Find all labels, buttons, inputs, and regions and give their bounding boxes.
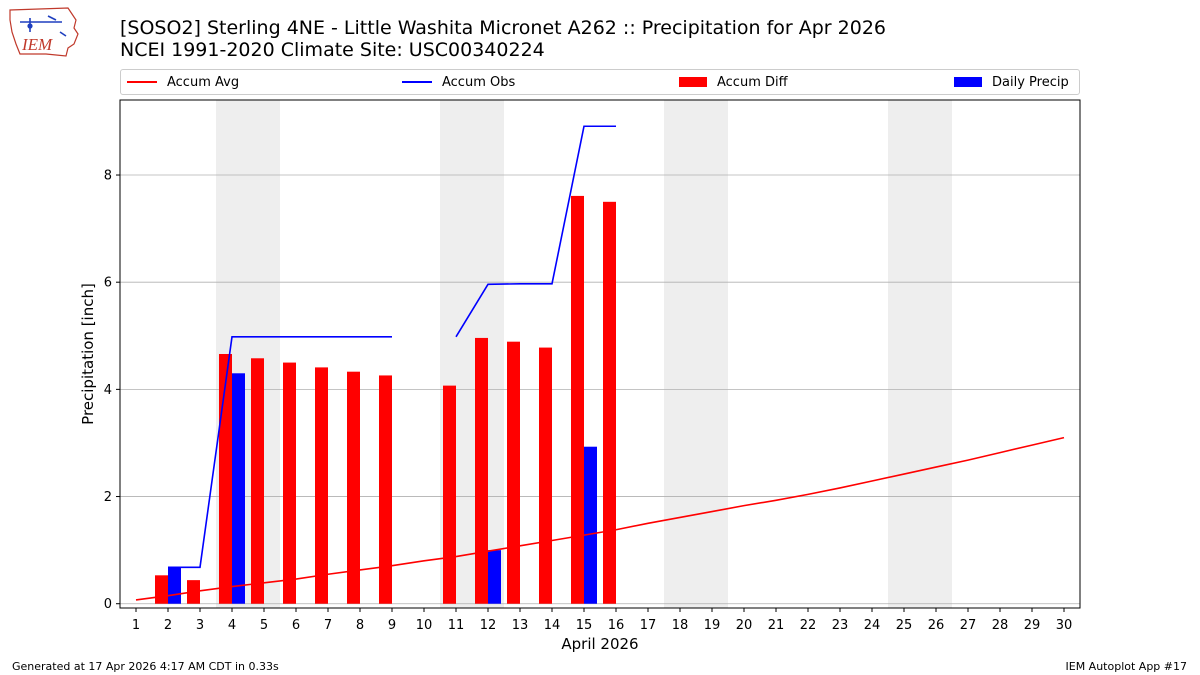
accum-diff-bar-day-2 xyxy=(155,575,168,604)
legend-swatch-accum-avg xyxy=(127,81,157,83)
x-tick-label-14: 14 xyxy=(544,618,561,633)
y-axis-label: Precipitation [inch] xyxy=(79,283,97,425)
y-tick-label-2: 2 xyxy=(104,490,112,505)
x-tick-label-10: 10 xyxy=(416,618,433,633)
x-tick-label-15: 15 xyxy=(576,618,593,633)
chart-title: [SOSO2] Sterling 4NE - Little Washita Mi… xyxy=(120,17,887,39)
y-tick-label-4: 4 xyxy=(104,383,112,398)
y-tick-label-8: 8 xyxy=(104,169,112,184)
chart-subtitle: NCEI 1991-2020 Climate Site: USC00340224 xyxy=(120,39,545,61)
x-tick-label-8: 8 xyxy=(356,618,364,633)
x-tick-label-26: 26 xyxy=(928,618,945,633)
x-tick-label-24: 24 xyxy=(864,618,881,633)
accum-obs-line-segment-0 xyxy=(168,336,392,569)
weekend-shading-2 xyxy=(664,100,728,608)
logo-text: IEM xyxy=(21,35,53,54)
x-tick-label-22: 22 xyxy=(800,618,817,633)
legend-swatch-accum-diff xyxy=(679,77,707,87)
accum-diff-bar-day-13 xyxy=(507,341,520,604)
x-tick-label-3: 3 xyxy=(196,618,204,633)
x-tick-label-21: 21 xyxy=(768,618,785,633)
accum-diff-bar-day-7 xyxy=(315,367,328,604)
legend: Accum Avg Accum Obs Accum Diff Daily Pre… xyxy=(120,69,1080,95)
accum-diff-bar-day-4 xyxy=(219,354,232,604)
x-tick-label-25: 25 xyxy=(896,618,913,633)
x-axis-label: April 2026 xyxy=(561,635,638,653)
instrument-dot-icon xyxy=(27,23,33,29)
legend-label-accum-obs: Accum Obs xyxy=(442,74,516,90)
accum-diff-bar-day-8 xyxy=(347,371,360,604)
y-tick-label-6: 6 xyxy=(104,276,112,291)
plot-frame xyxy=(119,99,1081,609)
legend-swatch-accum-obs xyxy=(402,81,432,83)
daily-precip-bar-day-4 xyxy=(232,373,245,604)
x-tick-label-18: 18 xyxy=(672,618,689,633)
accum-diff-bar-day-11 xyxy=(443,385,456,604)
x-tick-label-17: 17 xyxy=(640,618,657,633)
x-tick-label-13: 13 xyxy=(512,618,529,633)
iowa-state-outline xyxy=(9,7,79,57)
x-tick-label-1: 1 xyxy=(132,618,140,633)
accum-diff-bar-day-15 xyxy=(571,195,584,604)
x-tick-label-7: 7 xyxy=(324,618,332,633)
x-tick-label-30: 30 xyxy=(1056,618,1073,633)
accum-diff-bar-day-14 xyxy=(539,347,552,604)
legend-item-accum-obs: Accum Obs xyxy=(402,70,515,94)
x-tick-label-29: 29 xyxy=(1024,618,1041,633)
accum-diff-bar-day-12 xyxy=(475,337,488,604)
x-tick-label-9: 9 xyxy=(388,618,396,633)
accum-diff-bar-day-16 xyxy=(603,201,616,604)
x-tick-label-12: 12 xyxy=(480,618,497,633)
x-tick-label-19: 19 xyxy=(704,618,721,633)
daily-precip-bar-day-12 xyxy=(488,550,501,604)
x-tick-label-16: 16 xyxy=(608,618,625,633)
x-tick-label-23: 23 xyxy=(832,618,849,633)
legend-item-accum-avg: Accum Avg xyxy=(127,70,239,94)
legend-item-daily-precip: Daily Precip xyxy=(954,70,1069,94)
accum-diff-bar-day-9 xyxy=(379,375,392,604)
legend-label-accum-diff: Accum Diff xyxy=(717,74,788,90)
legend-swatch-daily-precip xyxy=(954,77,982,87)
x-tick-label-6: 6 xyxy=(292,618,300,633)
accum-diff-bar-day-6 xyxy=(283,362,296,604)
weekend-shading-3 xyxy=(888,100,952,608)
app-credit: IEM Autoplot App #17 xyxy=(1065,660,1188,673)
x-tick-label-4: 4 xyxy=(228,618,236,633)
x-tick-label-11: 11 xyxy=(448,618,465,633)
x-tick-label-28: 28 xyxy=(992,618,1009,633)
daily-precip-bar-day-2 xyxy=(168,567,181,604)
x-tick-label-2: 2 xyxy=(164,618,172,633)
accum-obs-line-segment-1 xyxy=(455,125,616,338)
legend-item-accum-diff: Accum Diff xyxy=(679,70,788,94)
legend-label-daily-precip: Daily Precip xyxy=(992,74,1069,90)
iem-logo: IEM xyxy=(9,7,79,57)
daily-precip-bar-day-15 xyxy=(584,446,597,604)
legend-label-accum-avg: Accum Avg xyxy=(167,74,240,90)
x-tick-label-5: 5 xyxy=(260,618,268,633)
accum-avg-line xyxy=(135,436,1065,601)
accum-diff-bar-day-5 xyxy=(251,358,264,604)
x-tick-label-27: 27 xyxy=(960,618,977,633)
y-tick-label-0: 0 xyxy=(104,597,112,612)
x-tick-label-20: 20 xyxy=(736,618,753,633)
generated-timestamp: Generated at 17 Apr 2026 4:17 AM CDT in … xyxy=(12,660,279,673)
